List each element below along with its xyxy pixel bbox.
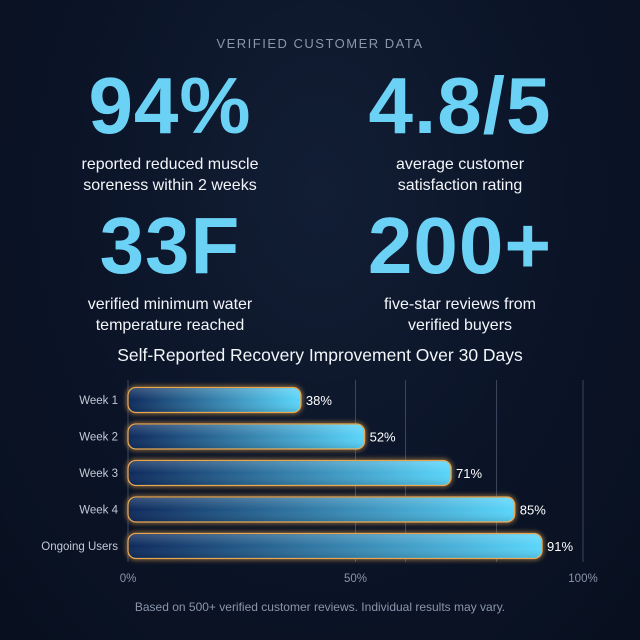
bar-sheen [129, 461, 451, 485]
stat-desc-line: soreness within 2 weeks [83, 177, 257, 194]
bar-sheen [129, 388, 300, 412]
stat-desc-line: verified buyers [407, 317, 513, 334]
stat-min-temperature: 33F verified minimum water temperature r… [20, 206, 320, 336]
footnote: Based on 500+ verified customer reviews.… [134, 600, 506, 614]
stat-desc-line: verified minimum water [87, 296, 253, 313]
x-tick-label: 100% [568, 573, 597, 585]
stat-desc-line: temperature reached [95, 317, 245, 334]
bar-sheen [129, 498, 514, 521]
stat-desc-line: satisfaction rating [397, 177, 523, 194]
stat-value: 94% [88, 61, 252, 150]
eyebrow-label: VERIFIED CUSTOMER DATA [216, 36, 424, 51]
value-label: 85% [520, 503, 546, 518]
bar-sheen [129, 534, 542, 558]
stat-value: 33F [99, 201, 241, 290]
stat-value: 4.8/5 [368, 61, 552, 150]
stat-satisfaction-rating: 4.8/5 average customer satisfaction rati… [310, 66, 610, 196]
value-label: 38% [306, 393, 332, 408]
value-label: 52% [370, 430, 396, 445]
stat-reduced-soreness: 94% reported reduced muscle soreness wit… [20, 66, 320, 196]
value-label: 91% [547, 539, 573, 554]
stat-description: reported reduced muscle soreness within … [20, 154, 320, 196]
stat-desc-line: average customer [395, 156, 525, 173]
stat-desc-line: reported reduced muscle [81, 156, 259, 173]
category-label: Ongoing Users [41, 541, 118, 553]
recovery-bar-chart: Week 1 38% Week 2 52% Week 3 71% Week 4 85% Ongo… [41, 380, 598, 585]
stat-description: five-star reviews from verified buyers [310, 294, 610, 336]
value-label: 71% [456, 466, 482, 481]
chart-title: Self-Reported Recovery Improvement Over … [117, 345, 523, 365]
category-label: Week 1 [79, 395, 118, 407]
stat-desc-line: five-star reviews from [383, 296, 537, 313]
stat-five-star-reviews: 200+ five-star reviews from verified buy… [310, 206, 610, 336]
x-tick-label: 0% [120, 573, 137, 585]
bar-sheen [129, 425, 364, 448]
stat-description: verified minimum water temperature reach… [20, 294, 320, 336]
x-tick-label: 50% [344, 573, 367, 585]
category-label: Week 2 [79, 432, 118, 444]
stat-description: average customer satisfaction rating [310, 154, 610, 196]
category-label: Week 3 [79, 468, 118, 480]
category-label: Week 4 [79, 505, 118, 517]
stat-value: 200+ [367, 201, 553, 290]
